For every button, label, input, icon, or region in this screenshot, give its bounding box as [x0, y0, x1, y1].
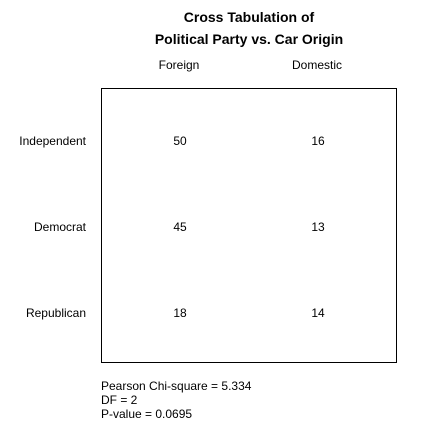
row-label-independent: Independent: [19, 134, 86, 148]
column-header-foreign: Foreign: [158, 58, 200, 72]
cell-independent-domestic: 16: [311, 134, 325, 148]
chart-title: Cross Tabulation of: [183, 9, 315, 25]
cell-democrat-foreign: 45: [173, 220, 187, 234]
cell-republican-domestic: 14: [311, 306, 325, 320]
statistics-panel: Pearson Chi-square = 5.334 DF = 2 P-valu…: [101, 379, 251, 421]
cell-democrat-domestic: 13: [311, 220, 325, 234]
row-label-republican: Republican: [25, 306, 86, 320]
cell-republican-foreign: 18: [173, 306, 187, 320]
cell-independent-foreign: 50: [173, 134, 187, 148]
crosstab-table-frame: [101, 88, 397, 363]
p-value-text: P-value = 0.0695: [101, 407, 193, 421]
df-text: DF = 2: [101, 393, 138, 407]
chart-subtitle: Political Party vs. Car Origin: [154, 31, 344, 47]
row-label-democrat: Democrat: [33, 220, 86, 234]
chi-square-text: Pearson Chi-square = 5.334: [101, 379, 252, 393]
column-header-domestic: Domestic: [291, 58, 342, 72]
